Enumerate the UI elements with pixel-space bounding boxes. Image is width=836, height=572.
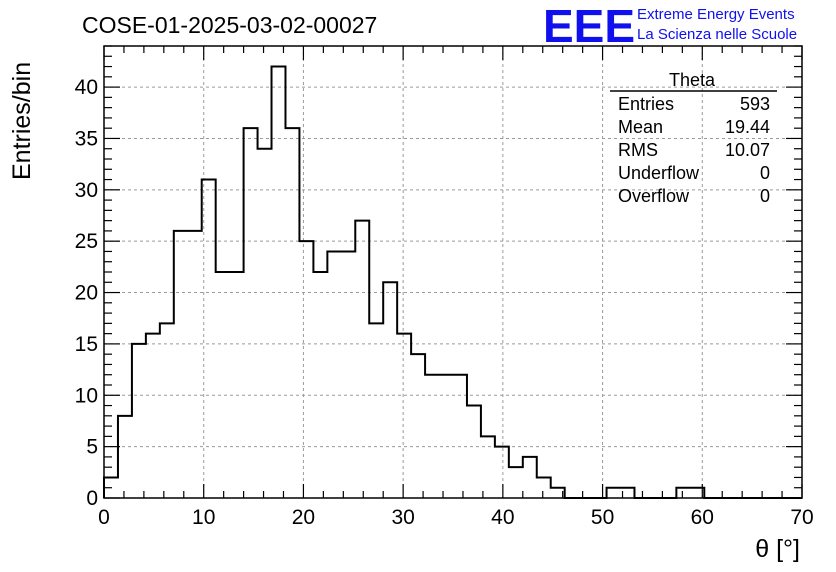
y-tick-label: 25: [75, 230, 98, 253]
histogram-bin: [327, 251, 341, 498]
stats-value-entries: 593: [740, 94, 770, 114]
histogram-bin: [244, 128, 258, 498]
histogram-bin: [216, 272, 230, 498]
x-tick-label: 60: [691, 506, 714, 529]
histogram-bin: [188, 231, 202, 498]
stats-value-rms: 10.07: [725, 140, 770, 160]
histogram-bin: [467, 406, 481, 498]
stats-label-overflow: Overflow: [618, 186, 690, 206]
stats-title: Theta: [669, 70, 716, 90]
logo-line-2: La Scienza nelle Scuole: [637, 26, 797, 43]
y-tick-label: 30: [75, 179, 98, 202]
histogram-bin: [397, 334, 411, 498]
histogram-outline: [103, 65, 802, 499]
stats-value-mean: 19.44: [725, 117, 770, 137]
histogram-bin: [313, 272, 327, 498]
histogram-bin: [607, 488, 621, 498]
histogram-bins: [103, 65, 802, 499]
stats-label-underflow: Underflow: [618, 163, 700, 183]
histogram-bin: [676, 488, 690, 498]
axis-ticks: [103, 45, 803, 499]
y-tick-label: 0: [86, 487, 98, 510]
stats-label-entries: Entries: [618, 94, 674, 114]
y-tick-label: 10: [75, 384, 98, 407]
histogram-bin: [369, 323, 383, 498]
histogram-bin: [355, 221, 369, 498]
logo-mark: EEE: [543, 0, 635, 52]
x-tick-label: 50: [591, 506, 614, 529]
histogram-bin: [411, 354, 425, 498]
x-tick-label: 20: [292, 506, 315, 529]
y-axis-title: Entries/bin: [8, 62, 36, 180]
histogram-bin: [495, 447, 509, 498]
y-tick-label: 15: [75, 333, 98, 356]
x-tick-label: 10: [192, 506, 215, 529]
x-tick-label: 70: [790, 506, 813, 529]
x-tick-label: 30: [391, 506, 414, 529]
histogram-bin: [174, 231, 188, 498]
x-tick-label: 40: [491, 506, 514, 529]
x-tick-label: 0: [98, 506, 110, 529]
stats-label-mean: Mean: [618, 117, 663, 137]
plot-frame: [103, 45, 803, 499]
y-tick-label: 5: [86, 436, 98, 459]
histogram-bin: [118, 416, 132, 498]
y-tick-label: 40: [75, 76, 98, 99]
histogram-bin: [453, 375, 467, 498]
y-tick-label: 35: [75, 127, 98, 150]
histogram-bin: [509, 467, 523, 498]
histogram-bin: [299, 241, 313, 498]
histogram-bin: [341, 251, 355, 498]
y-tick-label: 20: [75, 282, 98, 305]
histogram-bin: [523, 457, 537, 498]
x-tick-labels: 0 10 20 30 40 50 60 70: [98, 506, 814, 529]
stats-label-rms: RMS: [618, 140, 658, 160]
histogram-bin: [383, 282, 397, 498]
x-axis-title: θ [°]: [755, 535, 800, 563]
histogram-bin: [160, 323, 174, 498]
histogram-bin: [272, 67, 286, 498]
chart-title: COSE-01-2025-03-02-00027: [82, 12, 377, 38]
grid-lines: [104, 46, 802, 498]
histogram-bin: [132, 344, 146, 498]
y-tick-labels: 0 5 10 15 20 25 30 35 40: [75, 76, 98, 510]
histogram-bin: [258, 149, 272, 498]
stats-value-underflow: 0: [760, 163, 770, 183]
histogram-bin: [537, 477, 551, 498]
histogram-bin: [481, 436, 495, 498]
histogram-bin: [285, 128, 299, 498]
stats-box: Theta Entries 593 Mean 19.44 RMS 10.07 U…: [610, 70, 777, 206]
histogram-bin: [146, 334, 160, 498]
histogram-bin: [230, 272, 244, 498]
stats-value-overflow: 0: [760, 186, 770, 206]
histogram-bin: [439, 375, 453, 498]
logo-line-1: Extreme Energy Events: [637, 6, 795, 23]
eee-logo: EEE Extreme Energy Events La Scienza nel…: [543, 0, 797, 52]
histogram-bin: [425, 375, 439, 498]
